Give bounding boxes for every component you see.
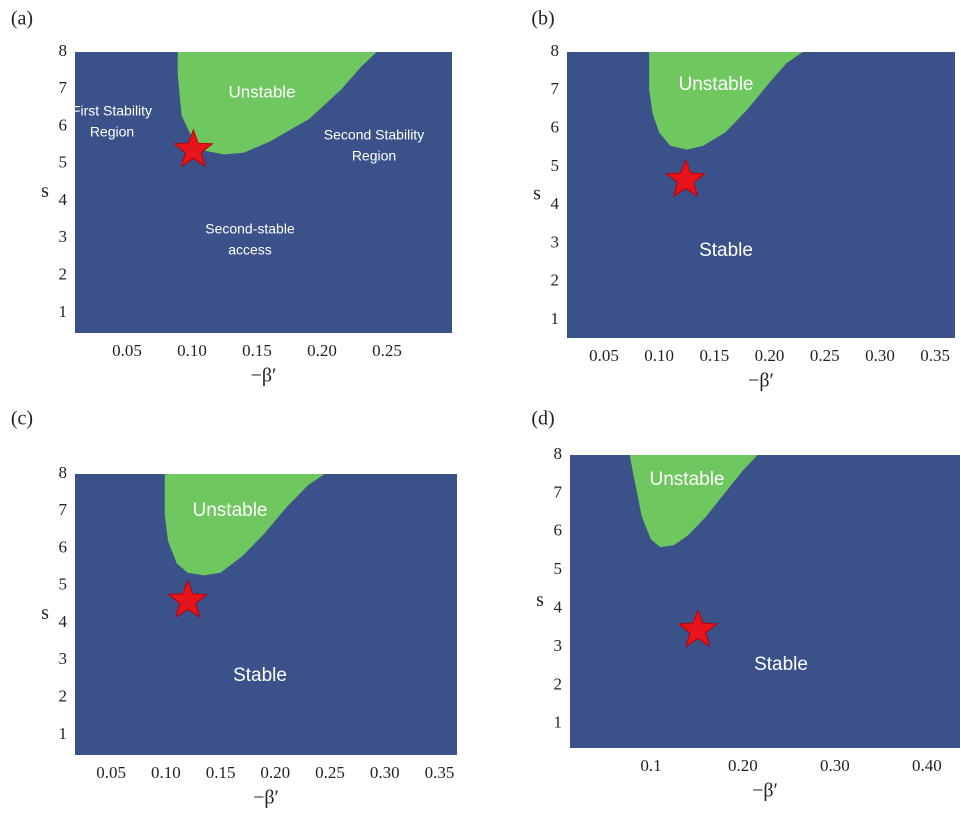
y-tick-label: 5 [59,575,68,594]
plot-background [570,455,960,748]
y-tick-label: 1 [59,724,68,743]
y-tick-label: 8 [59,41,68,60]
y-tick-label: 8 [551,41,560,60]
y-tick-label: 3 [554,636,563,655]
y-tick-label: 6 [551,117,560,136]
panel-label: (b) [531,8,554,30]
y-tick-label: 7 [554,482,563,501]
x-tick-label: 0.10 [177,341,207,360]
plot-background [567,52,955,338]
x-tick-label: 0.10 [151,763,181,782]
x-tick-label: 0.10 [644,346,674,365]
y-tick-label: 1 [554,713,563,732]
x-axis-label: −β′ [752,780,778,802]
x-tick-label: 0.25 [810,346,840,365]
x-tick-label: 0.35 [920,346,950,365]
x-tick-label: 0.25 [315,763,345,782]
star-marker [172,128,214,168]
annotation: First Stability [72,103,152,119]
x-axis-label: −β′ [748,370,774,392]
annotation: Unstable [679,74,754,95]
annotation: Second Stability [324,127,424,143]
panel-label: (c) [11,408,33,430]
y-tick-label: 3 [551,232,560,251]
y-axis-label: s [41,180,49,202]
x-tick-label: 0.20 [307,341,337,360]
annotation: access [228,242,272,258]
annotation: Unstable [228,82,295,101]
x-tick-label: 0.20 [755,346,785,365]
annotation: Stable [233,665,287,686]
x-axis-label: −β′ [253,787,279,809]
star-marker [677,608,719,648]
annotation: Region [352,148,396,164]
y-tick-label: 8 [554,444,563,463]
star-marker [167,579,209,619]
y-tick-label: 2 [551,271,560,290]
y-tick-label: 4 [59,190,68,209]
x-tick-label: 0.15 [206,763,236,782]
y-tick-label: 6 [59,537,68,556]
y-axis-label: s [533,183,541,205]
unstable-region [164,474,325,576]
y-tick-label: 4 [59,612,68,631]
y-tick-label: 6 [554,521,563,540]
x-tick-label: 0.1 [640,756,661,775]
y-tick-label: 2 [59,265,68,284]
y-axis-label: s [536,589,544,611]
x-tick-label: 0.40 [912,756,942,775]
x-tick-label: 0.30 [370,763,400,782]
y-tick-label: 4 [554,598,563,617]
annotation: Unstable [650,469,725,490]
unstable-region [649,52,803,150]
y-tick-label: 5 [551,156,560,175]
y-tick-label: 7 [59,78,68,97]
annotation: Stable [754,654,808,675]
y-tick-label: 3 [59,649,68,668]
x-tick-label: 0.05 [589,346,619,365]
x-tick-label: 0.20 [728,756,758,775]
annotation: Second-stable [205,221,295,237]
y-axis-label: s [41,602,49,624]
y-tick-label: 6 [59,115,68,134]
star-marker [665,158,707,198]
x-tick-label: 0.30 [865,346,895,365]
y-tick-label: 2 [554,674,563,693]
annotation: Unstable [193,500,268,521]
y-tick-label: 8 [59,463,68,482]
x-tick-label: 0.25 [372,341,402,360]
annotation: Region [90,124,134,140]
y-tick-label: 7 [59,500,68,519]
panel-label: (a) [11,8,33,30]
x-tick-label: 0.15 [242,341,272,360]
x-tick-label: 0.05 [96,763,126,782]
x-tick-label: 0.05 [112,341,142,360]
panel-label: (d) [531,408,554,430]
y-tick-label: 5 [554,559,563,578]
unstable-region [177,52,377,155]
y-tick-label: 3 [59,227,68,246]
annotation: Stable [699,240,753,261]
y-tick-label: 4 [551,194,560,213]
x-tick-label: 0.15 [699,346,729,365]
y-tick-label: 7 [551,79,560,98]
y-tick-label: 2 [59,687,68,706]
x-tick-label: 0.30 [820,756,850,775]
x-tick-label: 0.35 [425,763,455,782]
x-axis-label: −β′ [251,365,277,387]
x-tick-label: 0.20 [260,763,290,782]
unstable-region [629,455,758,548]
y-tick-label: 1 [551,309,560,328]
y-tick-label: 5 [59,153,68,172]
y-tick-label: 1 [59,302,68,321]
